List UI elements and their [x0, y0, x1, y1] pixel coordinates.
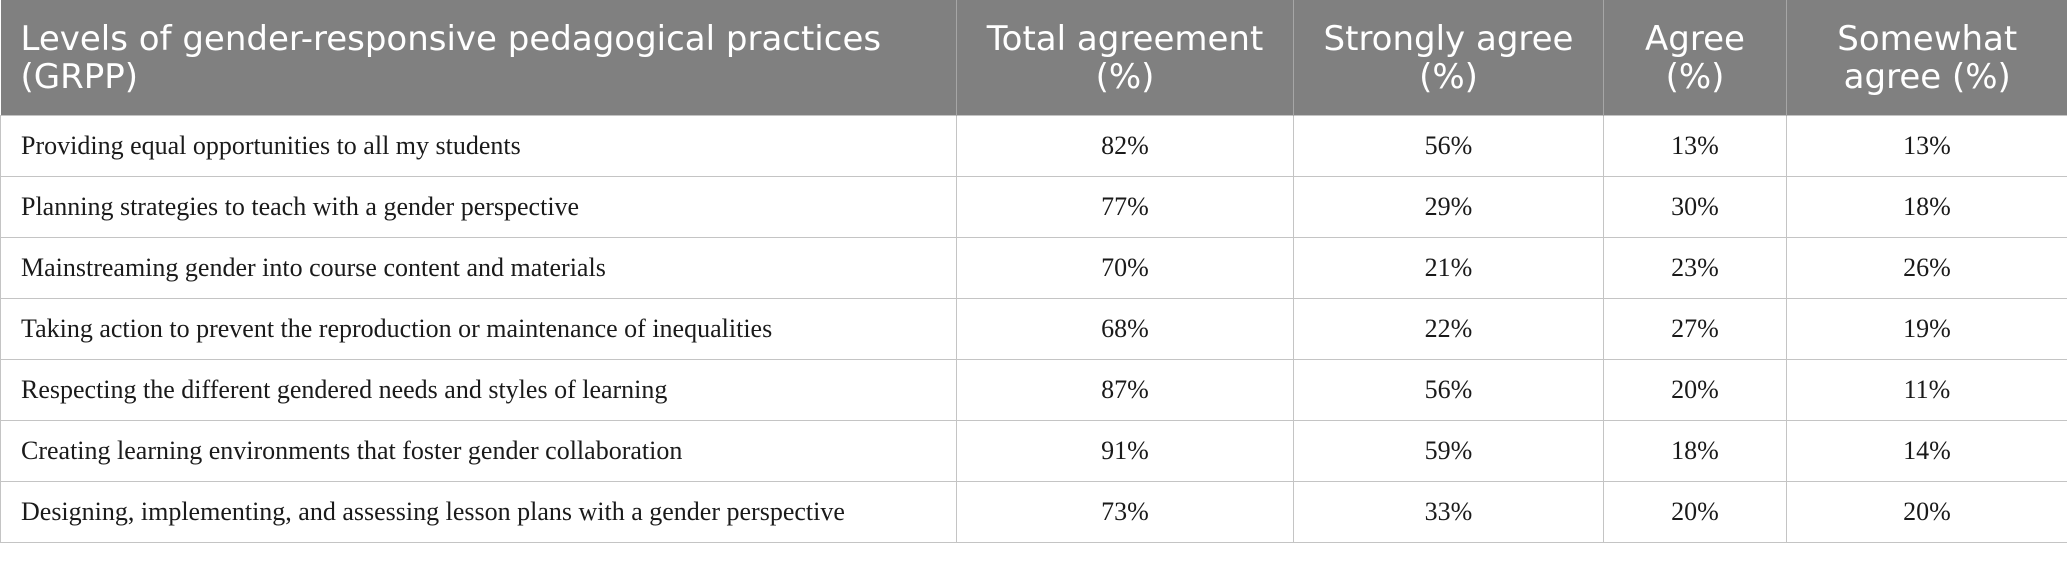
row-label: Creating learning environments that fost… — [0, 419, 957, 482]
cell-strongly-agree: 59% — [1293, 419, 1604, 482]
cell-strongly-agree: 56% — [1293, 358, 1604, 421]
cell-agree: 18% — [1603, 419, 1787, 482]
row-label: Providing equal opportunities to all my … — [0, 114, 957, 177]
cell-agree: 20% — [1603, 358, 1787, 421]
cell-agree: 13% — [1603, 114, 1787, 177]
cell-somewhat-agree: 26% — [1786, 236, 2067, 299]
cell-somewhat-agree: 11% — [1786, 358, 2067, 421]
cell-total-agreement: 82% — [956, 114, 1294, 177]
cell-total-agreement: 77% — [956, 175, 1294, 238]
row-label: Planning strategies to teach with a gend… — [0, 175, 957, 238]
cell-agree: 30% — [1603, 175, 1787, 238]
table-row: Respecting the different gendered needs … — [0, 358, 2067, 421]
table-row: Mainstreaming gender into course content… — [0, 236, 2067, 299]
table-row: Creating learning environments that fost… — [0, 419, 2067, 482]
cell-total-agreement: 68% — [956, 297, 1294, 360]
cell-somewhat-agree: 14% — [1786, 419, 2067, 482]
cell-somewhat-agree: 13% — [1786, 114, 2067, 177]
header-total-agreement: Total agreement (%) — [956, 0, 1294, 115]
table-row: Providing equal opportunities to all my … — [0, 114, 2067, 177]
cell-strongly-agree: 56% — [1293, 114, 1604, 177]
cell-total-agreement: 87% — [956, 358, 1294, 421]
cell-agree: 20% — [1603, 480, 1787, 543]
cell-agree: 23% — [1603, 236, 1787, 299]
cell-somewhat-agree: 19% — [1786, 297, 2067, 360]
cell-total-agreement: 91% — [956, 419, 1294, 482]
cell-total-agreement: 70% — [956, 236, 1294, 299]
cell-strongly-agree: 21% — [1293, 236, 1604, 299]
table-row: Designing, implementing, and assessing l… — [0, 480, 2067, 543]
cell-strongly-agree: 22% — [1293, 297, 1604, 360]
header-agree: Agree (%) — [1603, 0, 1787, 115]
grpp-table: Levels of gender-responsive pedagogical … — [0, 0, 2067, 543]
cell-somewhat-agree: 20% — [1786, 480, 2067, 543]
header-somewhat-agree: Somewhat agree (%) — [1786, 0, 2067, 115]
table-header-row: Levels of gender-responsive pedagogical … — [0, 0, 2067, 115]
table-row: Taking action to prevent the reproductio… — [0, 297, 2067, 360]
row-label: Respecting the different gendered needs … — [0, 358, 957, 421]
row-label: Taking action to prevent the reproductio… — [0, 297, 957, 360]
header-grpp-levels: Levels of gender-responsive pedagogical … — [0, 0, 957, 115]
cell-somewhat-agree: 18% — [1786, 175, 2067, 238]
header-strongly-agree: Strongly agree (%) — [1293, 0, 1604, 115]
cell-strongly-agree: 29% — [1293, 175, 1604, 238]
row-label: Mainstreaming gender into course content… — [0, 236, 957, 299]
cell-total-agreement: 73% — [956, 480, 1294, 543]
cell-strongly-agree: 33% — [1293, 480, 1604, 543]
table-row: Planning strategies to teach with a gend… — [0, 175, 2067, 238]
cell-agree: 27% — [1603, 297, 1787, 360]
row-label: Designing, implementing, and assessing l… — [0, 480, 957, 543]
